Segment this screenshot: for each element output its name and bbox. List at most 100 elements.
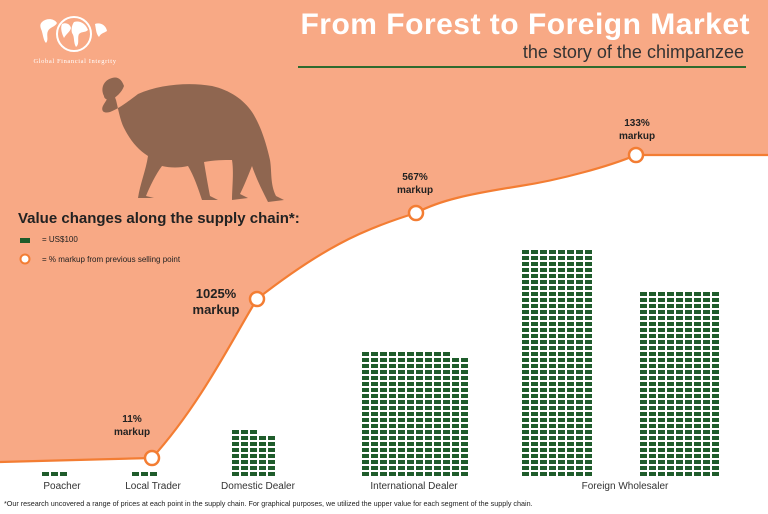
foreign-wholesaler-bill bbox=[522, 418, 529, 422]
foreign-wholesaler-bill bbox=[567, 268, 574, 272]
foreign-wholesaler-bill bbox=[640, 292, 647, 296]
domestic-dealer-bill bbox=[232, 466, 239, 470]
domestic-dealer-bill bbox=[250, 454, 257, 458]
international-dealer-bill bbox=[425, 424, 432, 428]
international-dealer-bill bbox=[371, 412, 378, 416]
foreign-wholesaler-bill bbox=[585, 286, 592, 290]
foreign-wholesaler-bill bbox=[712, 472, 719, 476]
foreign-wholesaler-bill bbox=[658, 352, 665, 356]
foreign-wholesaler-bill bbox=[531, 406, 538, 410]
foreign-wholesaler-bill bbox=[576, 448, 583, 452]
international-dealer-bill bbox=[443, 388, 450, 392]
foreign-wholesaler-bill bbox=[667, 304, 674, 308]
international-dealer-bill bbox=[452, 460, 459, 464]
foreign-wholesaler-bill bbox=[522, 394, 529, 398]
international-dealer-bill bbox=[380, 400, 387, 404]
foreign-wholesaler-bill bbox=[640, 472, 647, 476]
foreign-wholesaler-bill bbox=[649, 346, 656, 350]
foreign-wholesaler-bill bbox=[531, 292, 538, 296]
foreign-wholesaler-bill bbox=[558, 298, 565, 302]
international-dealer-bill bbox=[425, 466, 432, 470]
foreign-wholesaler-bill bbox=[658, 310, 665, 314]
foreign-wholesaler-bill bbox=[567, 448, 574, 452]
international-dealer-bill bbox=[461, 418, 468, 422]
foreign-wholesaler-bill bbox=[558, 400, 565, 404]
foreign-wholesaler-bill bbox=[649, 334, 656, 338]
foreign-wholesaler-bill bbox=[694, 424, 701, 428]
foreign-wholesaler-bill bbox=[676, 358, 683, 362]
foreign-wholesaler-bill bbox=[676, 424, 683, 428]
foreign-wholesaler-bill bbox=[694, 442, 701, 446]
international-dealer-bill bbox=[443, 406, 450, 410]
foreign-wholesaler-bill bbox=[549, 346, 556, 350]
international-dealer-bill bbox=[416, 412, 423, 416]
international-dealer-bill bbox=[452, 436, 459, 440]
foreign-wholesaler-bill bbox=[694, 358, 701, 362]
foreign-wholesaler-bill bbox=[667, 310, 674, 314]
international-dealer-bill bbox=[362, 412, 369, 416]
international-dealer-bill bbox=[434, 454, 441, 458]
domestic-dealer-bill bbox=[241, 442, 248, 446]
foreign-wholesaler-bill bbox=[712, 334, 719, 338]
international-dealer-bill bbox=[416, 442, 423, 446]
international-dealer-bill bbox=[443, 448, 450, 452]
international-dealer-bill bbox=[443, 400, 450, 404]
foreign-wholesaler-bill bbox=[676, 352, 683, 356]
international-dealer-bill bbox=[389, 466, 396, 470]
foreign-wholesaler-bill bbox=[649, 412, 656, 416]
foreign-wholesaler-bill bbox=[540, 316, 547, 320]
foreign-wholesaler-bill bbox=[694, 412, 701, 416]
foreign-wholesaler-bill bbox=[712, 292, 719, 296]
international-dealer-bill bbox=[362, 358, 369, 362]
foreign-wholesaler-bill bbox=[667, 406, 674, 410]
international-dealer-bill bbox=[362, 442, 369, 446]
foreign-wholesaler-bill bbox=[567, 262, 574, 266]
page-title: From Forest to Foreign Market bbox=[300, 8, 750, 41]
foreign-wholesaler-bill bbox=[576, 286, 583, 290]
foreign-wholesaler-bill bbox=[658, 328, 665, 332]
foreign-wholesaler-bill bbox=[540, 460, 547, 464]
foreign-wholesaler-bill bbox=[667, 460, 674, 464]
foreign-wholesaler-bill bbox=[522, 322, 529, 326]
domestic-dealer-bill bbox=[259, 472, 266, 476]
international-dealer-bill bbox=[434, 358, 441, 362]
domestic-dealer-bill bbox=[250, 442, 257, 446]
foreign-wholesaler-bill bbox=[549, 340, 556, 344]
foreign-wholesaler-bill bbox=[549, 334, 556, 338]
foreign-wholesaler-bill bbox=[703, 412, 710, 416]
foreign-wholesaler-bill bbox=[549, 430, 556, 434]
foreign-wholesaler-bill bbox=[549, 382, 556, 386]
foreign-wholesaler-bill bbox=[549, 436, 556, 440]
foreign-wholesaler-bill bbox=[531, 316, 538, 320]
foreign-wholesaler-bill bbox=[676, 382, 683, 386]
foreign-wholesaler-bill bbox=[549, 394, 556, 398]
foreign-wholesaler-bill bbox=[558, 280, 565, 284]
foreign-wholesaler-bill bbox=[685, 364, 692, 368]
international-dealer-bill bbox=[416, 460, 423, 464]
foreign-wholesaler-bill bbox=[649, 382, 656, 386]
foreign-wholesaler-bill bbox=[540, 400, 547, 404]
international-dealer-bill bbox=[416, 436, 423, 440]
foreign-wholesaler-bill bbox=[576, 280, 583, 284]
poacher-bill bbox=[60, 472, 67, 476]
foreign-wholesaler-bill bbox=[567, 388, 574, 392]
international-dealer-bill bbox=[416, 364, 423, 368]
foreign-wholesaler-bill bbox=[522, 286, 529, 290]
foreign-wholesaler-bill bbox=[685, 316, 692, 320]
foreign-wholesaler-bill bbox=[567, 412, 574, 416]
title-divider bbox=[298, 66, 746, 68]
international-dealer-bill bbox=[389, 442, 396, 446]
international-dealer-bill bbox=[416, 430, 423, 434]
foreign-wholesaler-bill bbox=[585, 358, 592, 362]
international-dealer-bill bbox=[407, 424, 414, 428]
foreign-wholesaler-bill bbox=[667, 334, 674, 338]
foreign-wholesaler-bill bbox=[531, 268, 538, 272]
international-dealer-bill bbox=[443, 430, 450, 434]
foreign-wholesaler-bill bbox=[649, 430, 656, 434]
foreign-wholesaler-bill bbox=[712, 322, 719, 326]
foreign-wholesaler-bill bbox=[676, 310, 683, 314]
international-dealer-bill bbox=[443, 424, 450, 428]
international-dealer-bill bbox=[434, 418, 441, 422]
foreign-wholesaler-bill bbox=[549, 328, 556, 332]
domestic-dealer-bill bbox=[232, 442, 239, 446]
